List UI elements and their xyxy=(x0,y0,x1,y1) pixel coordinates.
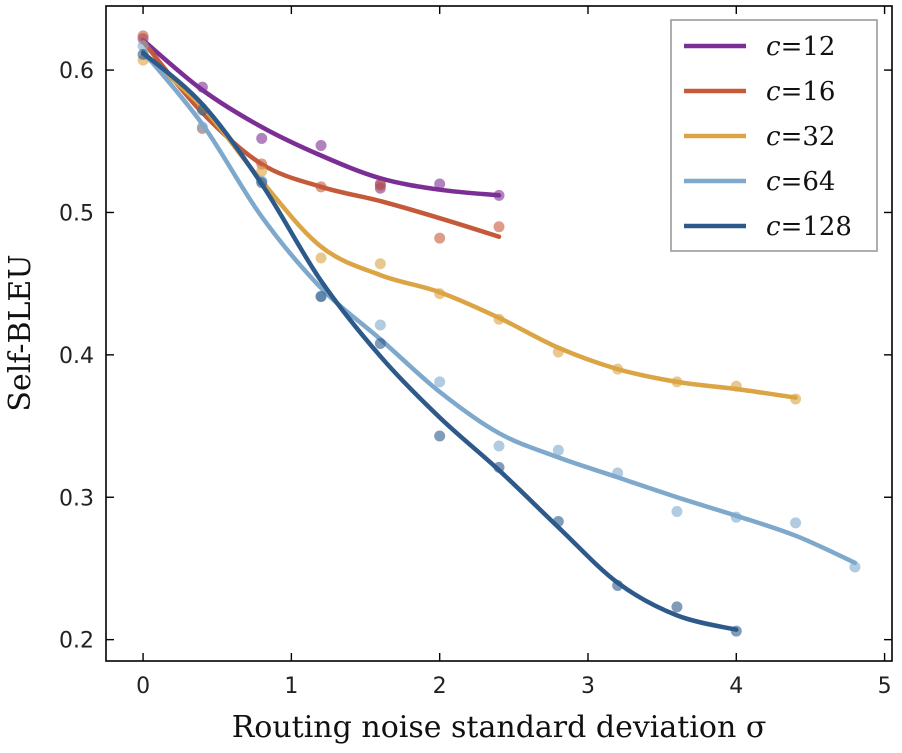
y-tick-label: 0.5 xyxy=(59,201,94,226)
x-axis: 0 1 2 3 4 5 xyxy=(136,6,892,699)
data-point xyxy=(671,505,683,517)
data-point xyxy=(434,430,446,442)
legend-entry-value: =12 xyxy=(781,32,836,62)
legend-entry-var: c xyxy=(766,122,781,152)
y-axis: 0.2 0.3 0.4 0.5 0.6 xyxy=(59,59,892,654)
data-point xyxy=(434,178,446,190)
data-point xyxy=(374,337,386,349)
legend-entry: c=128 xyxy=(766,212,852,242)
series-layer xyxy=(137,30,861,637)
data-point xyxy=(493,221,505,233)
data-point xyxy=(552,444,564,456)
series-line xyxy=(140,50,739,632)
x-axis-label: Routing noise standard deviation σ xyxy=(232,710,767,745)
data-point xyxy=(315,140,327,152)
data-point xyxy=(137,30,149,42)
legend-entry-var: c xyxy=(766,32,781,62)
x-tick-label: 4 xyxy=(729,674,743,699)
x-tick-label: 1 xyxy=(284,674,298,699)
legend-entry-value: =128 xyxy=(781,212,852,242)
data-point xyxy=(374,179,386,191)
legend-entry-value: =32 xyxy=(781,122,836,152)
x-tick-label: 3 xyxy=(581,674,595,699)
legend-entry-value: =64 xyxy=(781,167,836,197)
data-point xyxy=(315,252,327,264)
legend-entry-var: c xyxy=(766,77,781,107)
legend-entry: c=64 xyxy=(766,167,835,197)
data-point xyxy=(434,232,446,244)
data-point xyxy=(315,290,327,302)
data-point xyxy=(493,440,505,452)
y-tick-label: 0.2 xyxy=(59,629,94,654)
legend-entry: c=12 xyxy=(766,32,835,62)
data-point xyxy=(849,561,861,573)
y-tick-label: 0.6 xyxy=(59,59,94,84)
data-point xyxy=(790,517,802,529)
legend-entry: c=32 xyxy=(766,122,835,152)
x-tick-label: 2 xyxy=(433,674,447,699)
y-tick-label: 0.4 xyxy=(59,344,94,369)
data-point xyxy=(374,258,386,270)
data-point xyxy=(137,40,149,52)
y-tick-label: 0.3 xyxy=(59,486,94,511)
data-point xyxy=(671,601,683,613)
data-point xyxy=(434,376,446,388)
series-line xyxy=(140,37,502,198)
data-point xyxy=(256,132,268,144)
series-128 xyxy=(137,48,742,637)
legend-entry-var: c xyxy=(766,212,781,242)
legend-entry: c=16 xyxy=(766,77,835,107)
y-axis-label: Self-BLEU xyxy=(3,254,38,411)
x-tick-label: 0 xyxy=(136,674,150,699)
data-point xyxy=(256,165,268,177)
data-point xyxy=(374,319,386,331)
legend-entry-var: c xyxy=(766,167,781,197)
legend-entry-value: =16 xyxy=(781,77,836,107)
x-tick-label: 5 xyxy=(878,674,892,699)
legend: c=12c=16c=32c=64c=128 xyxy=(670,19,878,252)
series-line xyxy=(140,49,858,566)
